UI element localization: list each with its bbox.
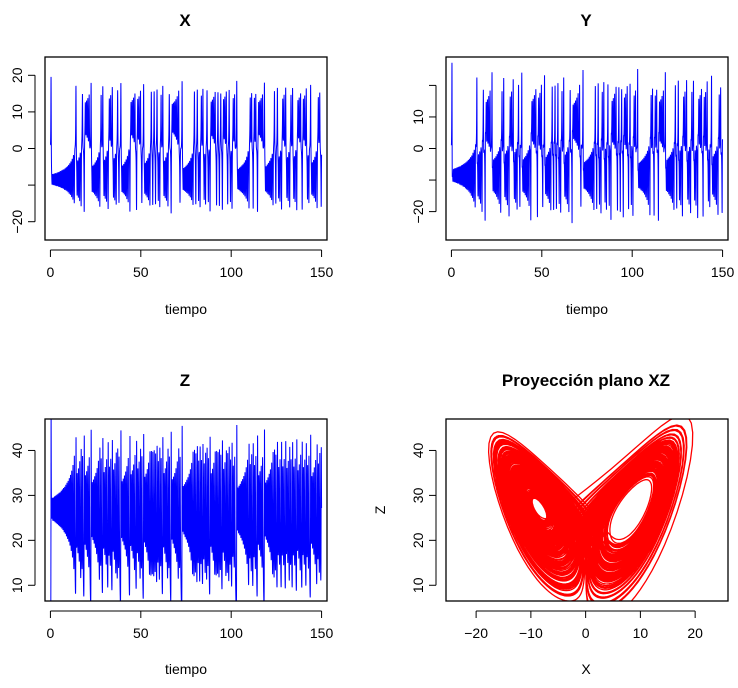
panel-title: X — [179, 11, 191, 30]
x-tick-label: 10 — [633, 625, 649, 641]
y-tick-label: 20 — [9, 532, 25, 548]
plot-frame — [445, 418, 729, 602]
y-tick-label: 30 — [410, 487, 426, 503]
x-tick-label: 0 — [448, 264, 456, 280]
x-tick-label: 0 — [582, 625, 590, 641]
y-tick-label: 40 — [410, 442, 426, 458]
y-tick-label: 0 — [410, 144, 426, 152]
y-tick-label: −20 — [9, 210, 25, 234]
y-tick-label: 40 — [9, 442, 25, 458]
panel-y: Y tiempo 0 50 100 150 −20 0 10 — [410, 11, 734, 317]
panel-title: Proyección plano XZ — [502, 371, 670, 390]
x-tick-label: 50 — [133, 264, 149, 280]
x-tick-label: 0 — [47, 264, 55, 280]
x-tick-label: −20 — [464, 625, 488, 641]
y-tick-label: 10 — [410, 109, 426, 125]
y-tick-label: 0 — [9, 144, 25, 152]
y-tick-label: 10 — [410, 577, 426, 593]
panel-title: Y — [580, 11, 592, 30]
x-tick-label: 50 — [133, 625, 149, 641]
plot-frame — [44, 56, 328, 241]
x-tick-label: 100 — [621, 264, 645, 280]
panel-xz: Proyección plano XZ X Z −20 −10 0 10 20 10 20 3… — [372, 371, 729, 677]
x-tick-label: 50 — [534, 264, 550, 280]
y-tick-label: 10 — [9, 104, 25, 120]
y-tick-label: 20 — [410, 532, 426, 548]
x-axis-label: tiempo — [165, 301, 207, 317]
panel-z: Z tiempo 0 50 100 150 10 20 30 40 — [9, 371, 333, 677]
y-tick-label: 30 — [9, 487, 25, 503]
x-tick-label: 0 — [47, 625, 55, 641]
series-line-z — [50, 419, 323, 601]
y-tick-label: 10 — [9, 577, 25, 593]
x-axis-label: X — [581, 661, 591, 677]
plot-frame — [445, 56, 729, 241]
x-tick-label: 20 — [687, 625, 703, 641]
x-tick-label: 150 — [310, 264, 334, 280]
y-tick-label: 20 — [9, 67, 25, 83]
x-tick-label: 150 — [310, 625, 334, 641]
x-tick-label: −10 — [519, 625, 543, 641]
x-axis-label: tiempo — [165, 661, 207, 677]
x-tick-label: 150 — [711, 264, 735, 280]
series-line-y — [450, 62, 724, 224]
y-axis-label: Z — [372, 505, 388, 514]
x-tick-label: 100 — [220, 625, 244, 641]
panel-title: Z — [180, 371, 190, 390]
series-line-xz — [487, 419, 694, 601]
plot-frame — [44, 418, 328, 602]
x-tick-label: 100 — [220, 264, 244, 280]
x-axis-label: tiempo — [566, 301, 608, 317]
panel-x: X tiempo 0 50 100 150 −20 0 10 20 — [9, 11, 333, 317]
y-tick-label: −20 — [410, 200, 426, 224]
series-line-x — [49, 76, 323, 214]
